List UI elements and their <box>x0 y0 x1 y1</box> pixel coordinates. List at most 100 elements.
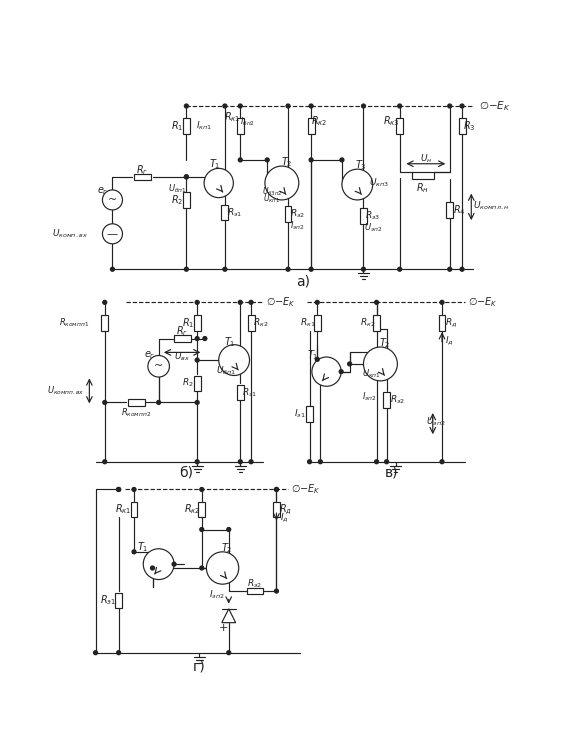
Text: $e_г$: $e_г$ <box>98 185 109 196</box>
Bar <box>174 335 191 341</box>
Bar <box>306 406 313 422</box>
Bar <box>308 119 315 134</box>
Bar <box>183 119 190 134</box>
Text: $U_{б3п2}$: $U_{б3п2}$ <box>261 186 282 199</box>
Circle shape <box>227 651 231 655</box>
Text: $U_н$: $U_н$ <box>420 152 432 165</box>
Circle shape <box>195 358 199 362</box>
Text: $T_2$: $T_2$ <box>379 336 391 350</box>
Bar <box>285 206 291 221</box>
Circle shape <box>195 460 199 464</box>
Circle shape <box>185 175 189 179</box>
Circle shape <box>362 104 365 108</box>
Bar <box>128 399 145 405</box>
Text: $R_{к2}$: $R_{к2}$ <box>311 115 327 128</box>
Circle shape <box>319 460 322 464</box>
Circle shape <box>227 528 231 532</box>
Circle shape <box>315 357 319 361</box>
Text: $T_1$: $T_1$ <box>209 158 220 171</box>
Text: $I_д$: $I_д$ <box>445 334 454 347</box>
Circle shape <box>223 267 227 271</box>
Bar <box>373 316 380 331</box>
Circle shape <box>309 158 313 162</box>
Text: $U_{кп3}$: $U_{кп3}$ <box>369 177 389 190</box>
Bar <box>314 316 321 331</box>
Text: б): б) <box>179 466 193 479</box>
Circle shape <box>448 104 452 108</box>
Circle shape <box>102 190 123 210</box>
Circle shape <box>185 267 189 271</box>
Bar <box>248 316 254 331</box>
Circle shape <box>364 347 398 381</box>
Circle shape <box>116 488 120 492</box>
Text: $R_{э2}$: $R_{э2}$ <box>247 577 262 590</box>
Text: $R_{к1}$: $R_{к1}$ <box>115 503 132 516</box>
Text: $R_г$: $R_г$ <box>136 163 149 177</box>
Bar <box>198 502 205 517</box>
Text: $U_{вх}$: $U_{вх}$ <box>174 350 190 362</box>
Text: $I_{кп1}$: $I_{кп1}$ <box>195 120 212 132</box>
Text: а): а) <box>296 275 311 288</box>
Circle shape <box>143 549 174 580</box>
Text: $T_1$: $T_1$ <box>307 349 319 362</box>
Circle shape <box>185 175 189 179</box>
Circle shape <box>274 589 278 593</box>
Circle shape <box>185 104 189 108</box>
Text: $U_{бп1}$: $U_{бп1}$ <box>168 183 186 196</box>
Circle shape <box>239 460 242 464</box>
Circle shape <box>132 550 136 553</box>
Text: $R_{э2}$: $R_{э2}$ <box>390 394 405 406</box>
Circle shape <box>375 300 378 304</box>
Text: +: + <box>219 623 228 633</box>
Bar <box>412 172 433 179</box>
Text: $R_2$: $R_2$ <box>182 377 194 390</box>
Text: $R_{э1}$: $R_{э1}$ <box>242 387 257 399</box>
Circle shape <box>206 552 239 584</box>
Text: $I_д$: $I_д$ <box>280 512 289 524</box>
Circle shape <box>103 300 107 304</box>
Circle shape <box>239 158 242 162</box>
Text: $U_{компп.вх}$: $U_{компп.вх}$ <box>47 384 84 397</box>
Circle shape <box>375 460 378 464</box>
Text: $U_{компл.н}$: $U_{компл.н}$ <box>473 200 509 212</box>
Circle shape <box>102 223 123 244</box>
Text: $T_1$: $T_1$ <box>224 334 236 349</box>
Text: $T_2$: $T_2$ <box>281 156 292 169</box>
Text: $R_3$: $R_3$ <box>463 119 476 133</box>
Text: $T_2$: $T_2$ <box>221 541 232 555</box>
Circle shape <box>309 267 313 271</box>
Text: $U_{эп2}$: $U_{эп2}$ <box>364 221 382 234</box>
Text: $R_{к2}$: $R_{к2}$ <box>360 317 375 329</box>
Text: $R_д$: $R_д$ <box>445 317 457 329</box>
Circle shape <box>172 562 176 566</box>
Text: $T_3$: $T_3$ <box>356 159 367 172</box>
Bar <box>458 119 466 134</box>
Text: $R_{компп2}$: $R_{компп2}$ <box>121 406 152 419</box>
Bar <box>131 502 137 517</box>
Text: $R_2$: $R_2$ <box>171 193 183 207</box>
Circle shape <box>274 488 278 492</box>
Circle shape <box>348 362 352 366</box>
Circle shape <box>223 104 227 108</box>
Text: $I_{эп2}$: $I_{эп2}$ <box>362 391 377 403</box>
Text: $U_{кп1}$: $U_{кп1}$ <box>362 368 381 381</box>
Bar <box>194 316 201 331</box>
Text: $U_{бп1}$: $U_{бп1}$ <box>216 365 236 378</box>
Text: $R_д$: $R_д$ <box>279 502 293 516</box>
Bar <box>101 316 108 331</box>
Circle shape <box>460 104 464 108</box>
Circle shape <box>340 158 344 162</box>
Text: $R_{компп1}$: $R_{компп1}$ <box>59 317 89 329</box>
Circle shape <box>195 400 199 405</box>
Bar <box>273 502 280 517</box>
Text: $U_{эп2}$: $U_{эп2}$ <box>426 415 446 428</box>
Circle shape <box>103 460 107 464</box>
Text: $I_{эп2}$: $I_{эп2}$ <box>290 219 304 232</box>
Text: ~: ~ <box>108 195 117 205</box>
Circle shape <box>342 169 373 200</box>
Bar <box>446 202 453 217</box>
Bar <box>115 593 122 608</box>
Circle shape <box>111 267 114 271</box>
Text: $R_{э1}$: $R_{э1}$ <box>100 593 116 607</box>
Circle shape <box>116 651 120 655</box>
